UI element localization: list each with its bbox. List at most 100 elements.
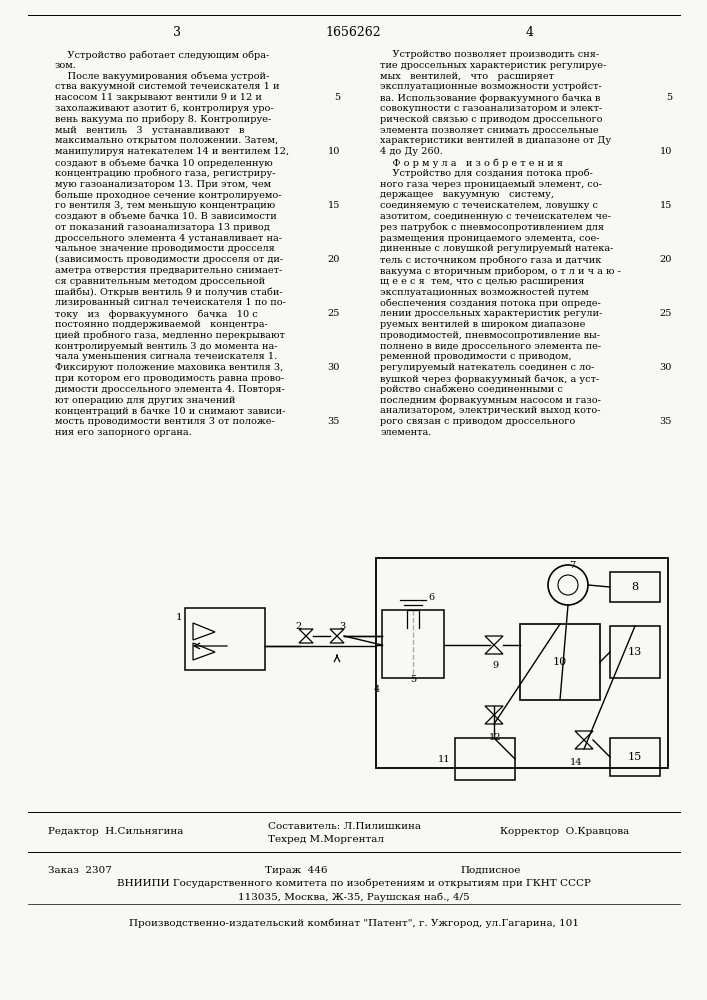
Text: последним форвакуумным насосом и газо-: последним форвакуумным насосом и газо- (380, 396, 601, 405)
Text: 10: 10 (660, 147, 672, 156)
Text: (зависимость проводимости дросселя от ди-: (зависимость проводимости дросселя от ди… (55, 255, 283, 264)
Text: диненные с ловушкой регулируемый натека-: диненные с ловушкой регулируемый натека- (380, 244, 614, 253)
Bar (376, 558, 668, 768)
Text: насосом 11 закрывают вентили 9 и 12 и: насосом 11 закрывают вентили 9 и 12 и (55, 93, 262, 102)
Text: 35: 35 (660, 417, 672, 426)
Text: лизированный сигнал течеискателя 1 по по-: лизированный сигнал течеискателя 1 по по… (55, 298, 286, 307)
Text: Ф о р м у л а   и з о б р е т е н и я: Ф о р м у л а и з о б р е т е н и я (380, 158, 563, 167)
Bar (610, 572, 660, 602)
Text: рез патрубок с пневмосопротивлением для: рез патрубок с пневмосопротивлением для (380, 223, 604, 232)
Text: 10: 10 (553, 657, 567, 667)
Bar (185, 608, 265, 670)
Text: 25: 25 (660, 309, 672, 318)
Text: максимально открытом положении. Затем,: максимально открытом положении. Затем, (55, 136, 278, 145)
Text: 3: 3 (173, 25, 181, 38)
Text: Заказ  2307: Заказ 2307 (48, 866, 112, 875)
Text: ва. Использование форвакуумного бачка в: ва. Использование форвакуумного бачка в (380, 93, 600, 103)
Text: 20: 20 (660, 255, 672, 264)
Text: димости дроссельного элемента 4. Повторя-: димости дроссельного элемента 4. Повторя… (55, 385, 285, 394)
Text: 6: 6 (428, 593, 434, 602)
Text: 5: 5 (334, 93, 340, 102)
Text: мых   вентилей,   что   расширяет: мых вентилей, что расширяет (380, 72, 554, 81)
Text: руемых вентилей в широком диапазоне: руемых вентилей в широком диапазоне (380, 320, 585, 329)
Text: Устройство для создания потока проб-: Устройство для создания потока проб- (380, 169, 592, 178)
Text: 8: 8 (631, 582, 638, 592)
Text: Устройство позволяет производить сня-: Устройство позволяет производить сня- (380, 50, 599, 59)
Text: 20: 20 (327, 255, 340, 264)
Text: рической связью с приводом дроссельного: рической связью с приводом дроссельного (380, 115, 602, 124)
Text: азотитом, соединенную с течеискателем че-: азотитом, соединенную с течеискателем че… (380, 212, 611, 221)
Text: 9: 9 (492, 661, 498, 670)
Text: Устройство работает следующим обра-: Устройство работает следующим обра- (55, 50, 269, 60)
Text: 3: 3 (339, 622, 345, 631)
Text: 113035, Москва, Ж-35, Раушская наб., 4/5: 113035, Москва, Ж-35, Раушская наб., 4/5 (238, 892, 470, 902)
Text: 15: 15 (660, 201, 672, 210)
Text: 15: 15 (628, 752, 642, 762)
Text: Корректор  О.Кравцова: Корректор О.Кравцова (500, 827, 629, 836)
Text: ства вакуумной системой течеискателя 1 и: ства вакуумной системой течеискателя 1 и (55, 82, 279, 91)
Text: соединяемую с течеискателем, ловушку с: соединяемую с течеискателем, ловушку с (380, 201, 598, 210)
Text: при котором его проводимость равна прово-: при котором его проводимость равна прово… (55, 374, 284, 383)
Text: концентрацию пробного газа, регистриру-: концентрацию пробного газа, регистриру- (55, 169, 276, 178)
Text: чальное значение проводимости дросселя: чальное значение проводимости дросселя (55, 244, 275, 253)
Text: дроссельного элемента 4 устанавливает на-: дроссельного элемента 4 устанавливает на… (55, 234, 282, 243)
Text: Тираж  446: Тираж 446 (265, 866, 327, 875)
Text: зом.: зом. (55, 61, 77, 70)
Text: эксплуатационных возможностей путем: эксплуатационных возможностей путем (380, 288, 589, 297)
Text: ния его запорного органа.: ния его запорного органа. (55, 428, 192, 437)
Text: тие дроссельных характеристик регулируе-: тие дроссельных характеристик регулируе- (380, 61, 606, 70)
Text: 7: 7 (569, 561, 575, 570)
Text: 25: 25 (327, 309, 340, 318)
Text: лении дроссельных характеристик регули-: лении дроссельных характеристик регули- (380, 309, 602, 318)
Text: После вакуумирования объема устрой-: После вакуумирования объема устрой- (55, 72, 269, 81)
Text: цией пробного газа, медленно перекрывают: цией пробного газа, медленно перекрывают (55, 331, 285, 340)
Text: ройство снабжено соединенными с: ройство снабжено соединенными с (380, 385, 563, 394)
Text: 12: 12 (489, 733, 501, 742)
Bar (610, 626, 660, 678)
Text: элемента.: элемента. (380, 428, 431, 437)
Text: рого связан с приводом дроссельного: рого связан с приводом дроссельного (380, 417, 575, 426)
Text: концентраций в бачке 10 и снимают зависи-: концентраций в бачке 10 и снимают зависи… (55, 406, 286, 416)
Text: току   из   форвакуумного   бачка   10 с: току из форвакуумного бачка 10 с (55, 309, 258, 319)
Text: 30: 30 (327, 363, 340, 372)
Text: 5: 5 (666, 93, 672, 102)
Text: ременной проводимости с приводом,: ременной проводимости с приводом, (380, 352, 572, 361)
Bar (610, 738, 660, 776)
Text: элемента позволяет снимать дроссельные: элемента позволяет снимать дроссельные (380, 126, 599, 135)
Text: тель с источником пробного газа и датчик: тель с источником пробного газа и датчик (380, 255, 602, 265)
Text: ного газа через проницаемый элемент, со-: ного газа через проницаемый элемент, со- (380, 180, 602, 189)
Text: го вентиля 3, тем меньшую концентрацию: го вентиля 3, тем меньшую концентрацию (55, 201, 275, 210)
Text: вень вакуума по прибору 8. Контролируе-: вень вакуума по прибору 8. Контролируе- (55, 115, 271, 124)
Text: 2: 2 (295, 622, 301, 631)
Text: ВНИИПИ Государственного комитета по изобретениям и открытиям при ГКНТ СССР: ВНИИПИ Государственного комитета по изоб… (117, 879, 591, 888)
Text: 30: 30 (660, 363, 672, 372)
Text: размещения проницаемого элемента, сое-: размещения проницаемого элемента, сое- (380, 234, 600, 243)
Text: совокупности с газоанализатором и элект-: совокупности с газоанализатором и элект- (380, 104, 602, 113)
Text: проводимостей, пневмосопротивление вы-: проводимостей, пневмосопротивление вы- (380, 331, 600, 340)
Text: Составитель: Л.Пилишкина: Составитель: Л.Пилишкина (268, 822, 421, 831)
Bar (520, 624, 600, 700)
Text: 35: 35 (327, 417, 340, 426)
Text: полнено в виде дроссельного элемента пе-: полнено в виде дроссельного элемента пе- (380, 342, 601, 351)
Text: 10: 10 (327, 147, 340, 156)
Text: Редактор  Н.Сильнягина: Редактор Н.Сильнягина (48, 827, 183, 836)
Text: Производственно-издательский комбинат "Патент", г. Ужгород, ул.Гагарина, 101: Производственно-издательский комбинат "П… (129, 918, 579, 928)
Text: шайбы). Открыв вентиль 9 и получив стаби-: шайбы). Открыв вентиль 9 и получив стаби… (55, 288, 283, 297)
Text: 4 до Ду 260.: 4 до Ду 260. (380, 147, 443, 156)
Text: 13: 13 (628, 647, 642, 657)
Text: 14: 14 (570, 758, 583, 767)
Text: Техред М.Моргентал: Техред М.Моргентал (268, 835, 384, 844)
Text: мость проводимости вентиля 3 от положе-: мость проводимости вентиля 3 от положе- (55, 417, 275, 426)
Bar (382, 610, 444, 678)
Text: анализатором, электрический выход кото-: анализатором, электрический выход кото- (380, 406, 600, 415)
Text: 5: 5 (410, 675, 416, 684)
Text: мую газоанализатором 13. При этом, чем: мую газоанализатором 13. При этом, чем (55, 180, 271, 189)
Text: 4: 4 (374, 686, 380, 694)
Text: щ е е с я  тем, что с целью расширения: щ е е с я тем, что с целью расширения (380, 277, 585, 286)
Text: держащее   вакуумную   систему,: держащее вакуумную систему, (380, 190, 554, 199)
Text: вушкой через форвакуумный бачок, а уст-: вушкой через форвакуумный бачок, а уст- (380, 374, 600, 383)
Text: Фиксируют положение маховика вентиля 3,: Фиксируют положение маховика вентиля 3, (55, 363, 284, 372)
Text: создают в объеме бачка 10 определенную: создают в объеме бачка 10 определенную (55, 158, 273, 167)
Text: мый   вентиль   3   устанавливают   в: мый вентиль 3 устанавливают в (55, 126, 245, 135)
Text: контролируемый вентиль 3 до момента на-: контролируемый вентиль 3 до момента на- (55, 342, 278, 351)
